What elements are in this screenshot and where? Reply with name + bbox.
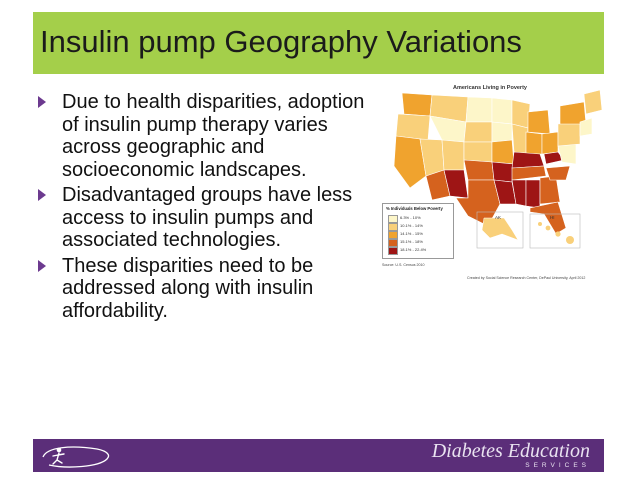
triangle-bullet-icon [38, 96, 46, 108]
map-region-ohio [541, 131, 559, 155]
map-region-kansas [463, 141, 493, 163]
map-region-tennessee [511, 165, 547, 181]
bullet-text: These disparities need to be addressed a… [62, 254, 314, 322]
map-region-new-jersey [579, 117, 593, 137]
map-region-hawaii-island [545, 225, 551, 231]
title-bar: Insulin pump Geography Variations [33, 12, 604, 74]
legend-swatch [388, 215, 398, 223]
legend-swatch [388, 223, 398, 231]
map-title: Americans Living in Poverty [453, 85, 527, 91]
map-region-minnesota [491, 97, 513, 125]
legend-label: 6.3% - 10% [400, 215, 421, 220]
hawaii-inset-frame [529, 213, 581, 249]
map-region-indiana [525, 131, 543, 155]
map-region-oklahoma [463, 159, 495, 181]
legend-swatch [388, 239, 398, 247]
map-region-illinois [511, 123, 529, 155]
map-region-hawaii-island [566, 236, 574, 244]
brand-logo: Diabetes Education SERVICES [432, 441, 590, 469]
map-region-arkansas [491, 161, 515, 183]
map-region-nebraska [463, 121, 493, 143]
map-region-pennsylvania [557, 121, 581, 147]
legend-label: 15.1% - 18% [400, 239, 423, 244]
map-region-new-england [583, 89, 603, 115]
map-region-iowa [491, 121, 513, 143]
map-region-hawaii-island [555, 231, 561, 237]
map-region-carolinas [545, 165, 571, 181]
map-region-new-york [559, 101, 587, 125]
alaska-label: AK [495, 215, 502, 220]
brand-name: Diabetes Education [431, 440, 590, 462]
triangle-bullet-icon [38, 189, 46, 201]
map-region-kentucky [511, 151, 545, 169]
hawaii-label: HI [550, 215, 555, 220]
map-region-alabama [525, 179, 541, 209]
bullet-item: Disadvantaged groups have less access to… [38, 184, 368, 252]
legend-label: 10.1% - 14% [400, 223, 423, 228]
poverty-map-figure: Americans Living in Poverty [380, 84, 606, 280]
map-region-california [393, 135, 427, 189]
map-region-wisconsin [511, 99, 531, 129]
legend-label: 14.1% - 15% [400, 231, 423, 236]
bullet-item: Due to health disparities, adoption of i… [38, 91, 368, 181]
bullet-list: Due to health disparities, adoption of i… [38, 91, 368, 325]
bullet-text: Disadvantaged groups have less access to… [62, 184, 353, 251]
triangle-bullet-icon [38, 259, 46, 272]
brand-subtitle: SERVICES [525, 462, 590, 469]
legend-title: % Individuals Below Poverty [386, 206, 443, 211]
map-region-hawaii-island [538, 222, 542, 226]
legend-label: 18.1% - 22.4% [400, 247, 427, 252]
map-credit: Created by Social Science Research Cente… [467, 276, 586, 280]
footer-bar: Diabetes Education SERVICES [33, 439, 604, 472]
map-region-oregon-idaho [395, 113, 431, 141]
map-region-missouri [491, 139, 515, 165]
alaska-inset-frame [476, 211, 524, 249]
map-legend: % Individuals Below Poverty 6.3% - 10% 1… [382, 203, 454, 259]
bullet-text: Due to health disparities, adoption of i… [62, 91, 365, 181]
map-region-alaska [481, 217, 519, 241]
bullet-item: These disparities need to be addressed a… [38, 255, 368, 323]
map-region-michigan [527, 109, 551, 135]
swoosh-logo-icon [42, 446, 110, 468]
us-map-graphic [393, 89, 603, 249]
map-source: Source: U.S. Census 2010 [382, 263, 425, 267]
map-region-dakotas [465, 96, 493, 123]
legend-swatch [388, 247, 398, 255]
slide-title: Insulin pump Geography Variations [40, 24, 522, 59]
map-region-northwest [401, 92, 433, 117]
map-region-colorado [441, 139, 465, 171]
legend-swatch [388, 231, 398, 239]
